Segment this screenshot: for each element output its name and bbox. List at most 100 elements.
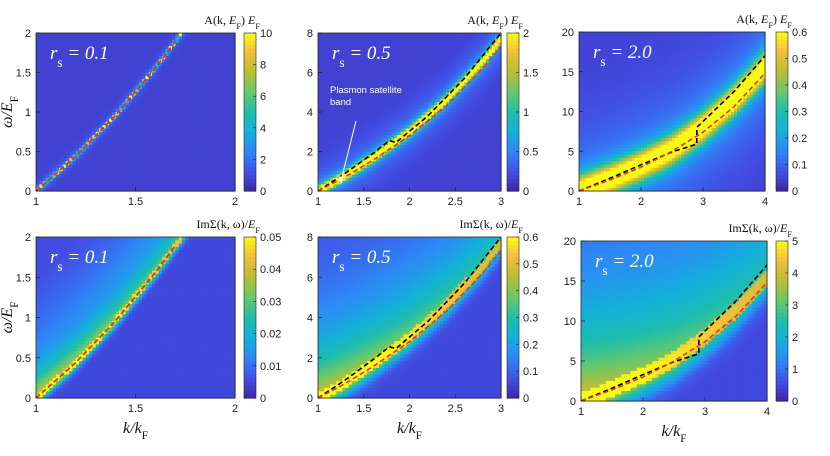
ytick-label: 0 [25, 186, 31, 198]
xlabel-d: k/kF [123, 420, 148, 442]
ytick-label: 2 [25, 232, 31, 244]
colorbar-tick-label: 0 [792, 396, 798, 408]
colorbar-title-e: ImΣ(k, ω)/EF [459, 217, 523, 235]
colorbar-tick-label: 5 [792, 236, 798, 248]
ytick-label: 15 [562, 67, 574, 79]
colorbar-title-d: ImΣ(k, ω)/EF [196, 217, 260, 235]
xtick-label: 3 [702, 406, 708, 418]
colorbar-tick-label: 0.5 [792, 54, 807, 66]
colorbar-tick-label: 0.1 [792, 160, 807, 172]
xtick-label: 1 [315, 403, 321, 415]
ytick-label: 1.5 [16, 272, 31, 284]
ytick-label: 4 [307, 313, 313, 325]
xtick-label: 1 [33, 403, 39, 415]
colorbar-tick-label: 6 [260, 91, 266, 103]
colorbar-tick-label: 4 [260, 123, 266, 135]
xtick-label: 1 [315, 196, 321, 208]
xlabel-e: k/kF [397, 420, 422, 442]
ytick-label: 4 [307, 107, 313, 119]
colorbar-tick-label: 0.03 [260, 296, 281, 308]
xtick-label: 3 [700, 196, 706, 208]
ytick-label: 2 [25, 28, 31, 40]
colorbar-f: 0 1 2 3 4 5 [776, 236, 798, 408]
colorbar-tick-label: 0 [260, 186, 266, 198]
ytick-label: 0.5 [16, 353, 31, 365]
xtick-label: 1.5 [356, 403, 371, 415]
colorbar-tick-label: 1 [792, 364, 798, 376]
colorbar-tick-label: 1.5 [523, 68, 538, 80]
colorbar-tick-label: 0.3 [523, 313, 538, 325]
colorbar-tick-label: 0.4 [792, 80, 807, 92]
colorbar-tick-label: 0.5 [523, 147, 538, 159]
xtick-label: 4 [764, 406, 770, 418]
svg-text:A(k, EF) EF: A(k, EF) EF [204, 13, 260, 31]
xtick-label: 2 [638, 196, 644, 208]
xtick-label: 4 [762, 196, 768, 208]
ytick-label: 0 [307, 186, 313, 198]
ytick-label: 0.5 [16, 147, 31, 159]
colorbar-title-f: ImΣ(k, ω)/EF [728, 221, 792, 239]
colorbar-b: 00.511.52 [507, 28, 538, 198]
ytick-label: 10 [564, 316, 576, 328]
colorbar-tick-label: 0.1 [523, 366, 538, 378]
colorbar-tick-label: 8 [260, 60, 266, 72]
colorbar-c: 0 0.1 0.2 0.3 0.4 0.5 0.6 [776, 27, 807, 198]
colorbar-tick-label: 0.3 [792, 107, 807, 119]
ytick-label: 1 [25, 107, 31, 119]
colorbar-tick-label: 0.01 [260, 361, 281, 373]
colorbar-tick-label: 2 [523, 28, 529, 40]
ytick-label: 6 [307, 68, 313, 80]
ytick-label: 2 [307, 147, 313, 159]
colorbar-tick-label: 0.05 [260, 232, 281, 244]
xtick-label: 2 [232, 403, 238, 415]
svg-text:ω/EF: ω/EF [0, 96, 21, 128]
ytick-label: 8 [307, 28, 313, 40]
xtick-label: 2.5 [448, 403, 463, 415]
ytick-label: 0 [568, 186, 574, 198]
xlabel-f: k/kF [662, 423, 687, 445]
colorbar-tick-label: 0 [523, 393, 529, 405]
colorbar-tick-label: 0 [792, 186, 798, 198]
colorbar-title-a: A(k, EF) EF [204, 13, 260, 31]
colorbar-tick-label: 2 [260, 154, 266, 166]
colorbar-d: 00.010.020.030.040.05 [244, 232, 281, 405]
xtick-label: 2 [232, 196, 238, 208]
ytick-label: 1.5 [16, 68, 31, 80]
colorbar-tick-label: 3 [792, 300, 798, 312]
xtick-label: 1.5 [128, 403, 143, 415]
colorbar-tick-label: 0.4 [523, 286, 538, 298]
xtick-label: 1 [576, 196, 582, 208]
colorbar-tick-label: 4 [792, 268, 798, 280]
ytick-label: 10 [562, 107, 574, 119]
colorbar-e: 0 0.1 0.2 0.3 0.4 0.5 0.6 [507, 232, 538, 405]
ytick-label: 6 [307, 272, 313, 284]
colorbar-tick-label: 0.5 [523, 259, 538, 271]
ytick-label: 5 [568, 146, 574, 158]
colorbar-tick-label: 0.6 [523, 232, 538, 244]
colorbar-title-b: A(k, EF) EF [467, 13, 523, 31]
colorbar-tick-label: 0.2 [523, 339, 538, 351]
ytick-label: 0 [307, 393, 313, 405]
ylabel-a: ω/EF [0, 96, 21, 128]
ytick-label: 5 [570, 356, 576, 368]
colorbar-tick-label: 0 [260, 393, 266, 405]
colorbar-tick-label: 0.2 [792, 133, 807, 145]
ytick-label: 1 [25, 313, 31, 325]
xtick-label: 2 [406, 403, 412, 415]
colorbar-tick-label: 2 [792, 332, 798, 344]
ytick-label: 8 [307, 232, 313, 244]
xtick-label: 2 [640, 406, 646, 418]
colorbar-tick-label: 0.6 [792, 27, 807, 39]
ylabel-d: ω/EF [0, 302, 21, 334]
xtick-label: 1.5 [356, 196, 371, 208]
colorbar-title-c: A(k, EF) EF [736, 12, 792, 30]
